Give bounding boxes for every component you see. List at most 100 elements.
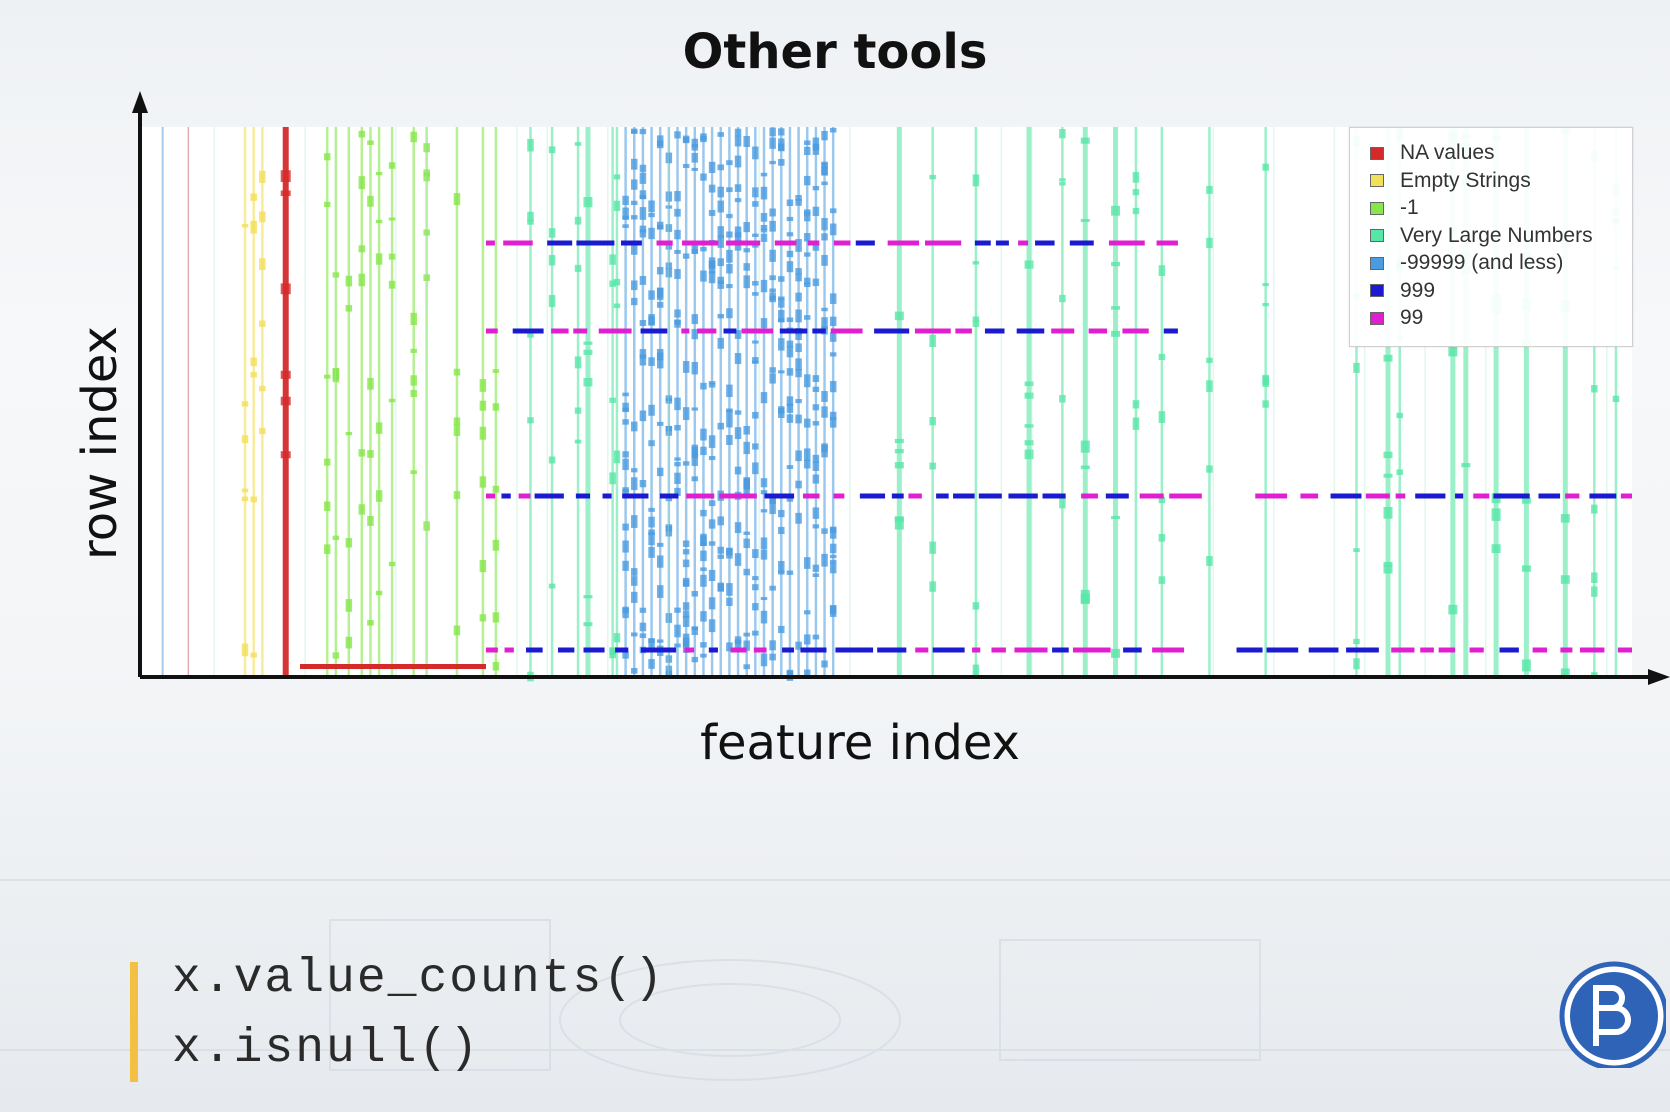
special-value-segment (830, 328, 863, 334)
heatmap-speckle (375, 253, 383, 265)
heatmap-speckle (812, 206, 820, 217)
heatmap-column (455, 127, 459, 677)
heatmap-speckle (674, 607, 681, 613)
heatmap-speckle (479, 426, 487, 440)
heatmap-speckle (1353, 548, 1360, 553)
heatmap-speckle (795, 399, 802, 404)
special-value-segment (485, 647, 498, 653)
heatmap-speckle (829, 416, 837, 428)
heatmap-speckle (1521, 659, 1531, 672)
heatmap-speckle (1383, 451, 1393, 459)
heatmap-speckle (821, 307, 828, 312)
heatmap-speckle (259, 427, 266, 435)
special-value-segment (936, 493, 949, 499)
heatmap-speckle (583, 595, 593, 599)
heatmap-speckle (1206, 380, 1213, 392)
legend-swatch (1370, 229, 1384, 242)
special-value-segment (1365, 493, 1390, 499)
heatmap-speckle (639, 622, 647, 632)
heatmap-speckle (812, 461, 820, 471)
heatmap-speckle (752, 357, 759, 364)
heatmap-speckle (700, 428, 707, 441)
heatmap-faint-column (213, 127, 216, 677)
heatmap-speckle (700, 133, 707, 143)
heatmap-speckle (250, 496, 257, 503)
heatmap-speckle (786, 199, 794, 207)
heatmap-speckle (631, 668, 638, 674)
heatmap-speckle (717, 280, 725, 284)
heatmap-speckle (1461, 463, 1471, 468)
heatmap-speckle (717, 582, 725, 592)
heatmap-speckle (734, 553, 742, 566)
heatmap-column (1113, 127, 1119, 677)
heatmap-speckle (367, 515, 374, 526)
heatmap-speckle (375, 490, 383, 502)
heatmap-speckle (700, 574, 707, 587)
heatmap-speckle (760, 279, 768, 293)
heatmap-column (1593, 127, 1596, 677)
heatmap-column (931, 127, 934, 677)
heatmap-speckle (453, 417, 461, 425)
heatmap-speckle (665, 152, 673, 164)
heatmap-speckle (631, 297, 638, 306)
heatmap-speckle (734, 466, 742, 475)
heatmap-column (814, 127, 818, 677)
heatmap-speckle (250, 652, 257, 658)
heatmap-speckle (453, 625, 461, 636)
legend-item: Very Large Numbers (1370, 223, 1593, 249)
special-value-segment (1560, 647, 1573, 653)
special-value-segment (547, 240, 573, 246)
heatmap-speckle (778, 159, 785, 166)
heatmap-speckle (250, 372, 257, 378)
heatmap-speckle (812, 278, 820, 287)
heatmap-speckle (734, 427, 742, 440)
heatmap-speckle (622, 195, 629, 206)
heatmap-column (615, 127, 619, 677)
heatmap-speckle (752, 411, 759, 419)
heatmap-speckle (972, 316, 980, 322)
heatmap-speckle (388, 561, 396, 567)
heatmap-speckle (1491, 544, 1501, 554)
heatmap-column (550, 127, 554, 677)
heatmap-speckle (929, 462, 936, 470)
heatmap-speckle (821, 317, 828, 330)
heatmap-column (347, 127, 351, 677)
special-value-segment (1122, 328, 1149, 334)
special-value-segment (1052, 647, 1069, 653)
heatmap-speckle (674, 319, 681, 325)
heatmap-speckle (726, 409, 733, 415)
heatmap-speckle (631, 200, 638, 205)
heatmap-speckle (708, 161, 716, 174)
heatmap-speckle (375, 422, 383, 434)
heatmap-column (754, 127, 757, 677)
heatmap-speckle (821, 660, 828, 668)
special-value-segment (1105, 493, 1129, 499)
heatmap-speckle (929, 334, 936, 348)
heatmap-speckle (375, 590, 383, 596)
heatmap-speckle (656, 542, 664, 547)
heatmap-speckle (786, 250, 794, 258)
heatmap-speckle (631, 576, 638, 586)
heatmap-speckle (639, 164, 647, 172)
heatmap-speckle (717, 235, 725, 248)
heatmap-speckle (760, 228, 768, 233)
heatmap-speckle (803, 175, 811, 186)
heatmap-speckle (734, 128, 742, 137)
heatmap-speckle (1158, 533, 1166, 542)
heatmap-speckle (760, 233, 768, 238)
heatmap-speckle (674, 487, 681, 497)
heatmap-speckle (631, 421, 638, 432)
heatmap-speckle (1262, 283, 1269, 287)
heatmap-speckle (743, 136, 750, 147)
special-value-segment (1565, 493, 1580, 499)
special-value-segment (807, 240, 820, 246)
heatmap-speckle (760, 653, 768, 667)
heatmap-speckle (769, 275, 776, 281)
heatmap-speckle (332, 535, 340, 540)
heatmap-speckle (656, 287, 664, 301)
heatmap-speckle (786, 216, 794, 222)
heatmap-faint-column (546, 127, 549, 677)
heatmap-speckle (821, 443, 828, 453)
special-value-segment (1538, 493, 1561, 499)
heatmap-speckle (548, 255, 556, 266)
